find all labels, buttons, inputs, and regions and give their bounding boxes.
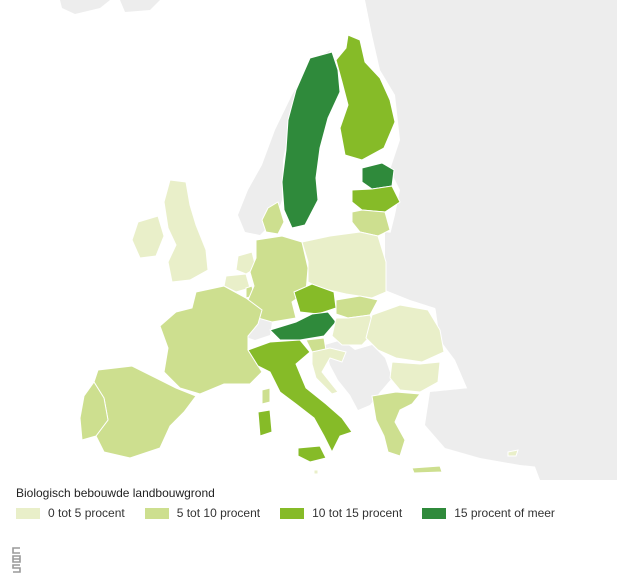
country-poland <box>301 231 387 299</box>
country-france-corsica <box>261 387 271 405</box>
legend-swatch <box>144 507 169 519</box>
legend-swatch <box>16 507 40 519</box>
legend-item-10-15: 10 tot 15 procent <box>280 506 402 520</box>
country-bulgaria <box>389 361 441 393</box>
non-eu-russia-north <box>365 0 617 480</box>
country-cyprus <box>507 449 519 457</box>
non-eu-norway <box>238 50 330 235</box>
cbs-logo-icon <box>12 547 21 573</box>
legend-swatch <box>422 507 447 519</box>
legend: Biologisch bebouwde landbouwgrond 0 tot … <box>16 486 606 520</box>
legend-items: 0 tot 5 procent 5 tot 10 procent 10 tot … <box>16 506 606 520</box>
non-eu-ukraine <box>385 262 480 335</box>
legend-label: 15 procent of meer <box>454 506 555 520</box>
country-estonia <box>361 162 395 190</box>
country-greece <box>371 391 421 457</box>
country-malta <box>313 469 319 475</box>
legend-label: 0 tot 5 procent <box>48 506 125 520</box>
country-portugal <box>79 381 109 441</box>
country-italy <box>247 339 353 454</box>
legend-item-5-10: 5 tot 10 procent <box>144 506 261 520</box>
legend-label: 10 tot 15 procent <box>312 506 403 520</box>
non-eu-turkey <box>425 388 600 470</box>
legend-item-15-plus: 15 procent of meer <box>422 506 555 520</box>
map-area <box>60 0 617 480</box>
country-uk <box>163 179 209 283</box>
country-crete <box>411 465 443 474</box>
country-croatia <box>311 347 347 395</box>
country-finland <box>335 34 396 161</box>
country-belgium <box>223 273 251 293</box>
non-eu-belarus <box>385 232 440 282</box>
country-latvia <box>351 185 401 213</box>
legend-title: Biologisch bebouwde landbouwgrond <box>16 486 215 500</box>
country-france <box>159 285 263 395</box>
legend-item-0-5: 0 tot 5 procent <box>16 506 125 520</box>
country-italy-sardinia <box>257 409 273 437</box>
europe-map <box>60 0 617 480</box>
country-lithuania <box>351 209 391 237</box>
country-ireland <box>131 215 165 259</box>
country-romania <box>365 304 445 363</box>
country-italy-sicily <box>297 445 327 463</box>
legend-swatch <box>280 507 305 519</box>
non-eu-north <box>60 0 110 14</box>
legend-label: 5 tot 10 procent <box>176 506 261 520</box>
non-eu-iceland <box>120 0 160 12</box>
non-eu-land <box>60 0 617 480</box>
eu-countries <box>79 34 519 475</box>
country-denmark <box>261 201 285 235</box>
country-sweden <box>281 51 341 229</box>
